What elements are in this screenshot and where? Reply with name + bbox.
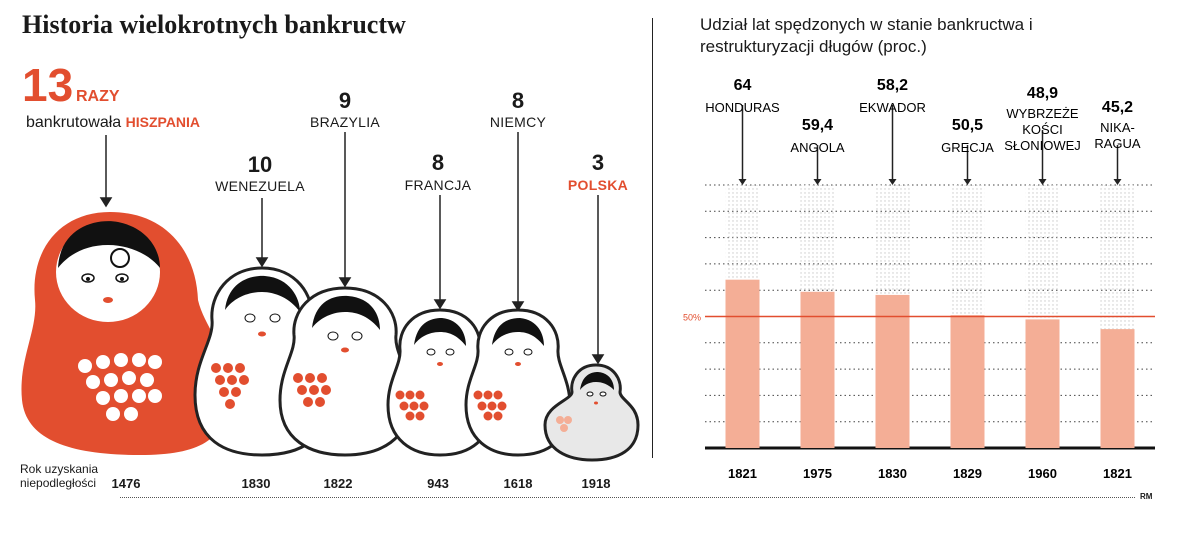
bar-pointer-head — [813, 179, 822, 185]
year-label: 1830 — [878, 466, 907, 481]
bar — [1025, 319, 1060, 448]
category-label: ANGOLA — [790, 140, 845, 155]
bar-pointer-head — [888, 179, 897, 185]
category-label: GRECJA — [941, 140, 994, 155]
reference-label: 50% — [683, 313, 701, 323]
doll-poland — [543, 363, 640, 462]
credit: RM — [1140, 492, 1153, 501]
bar-pointer-head — [963, 179, 972, 185]
doll-spain — [21, 212, 229, 455]
bottom-rule — [120, 497, 1135, 498]
year-label: 1975 — [803, 466, 832, 481]
bar — [950, 315, 985, 448]
year-label: 1829 — [953, 466, 982, 481]
bar — [1100, 329, 1135, 448]
bar — [875, 294, 910, 448]
doll-count: 3 — [591, 150, 605, 175]
panel-divider — [652, 18, 653, 458]
bar — [725, 279, 760, 448]
hero-country: HISZPANIA — [125, 114, 201, 130]
year-label: 1830 — [241, 476, 271, 491]
category-label: EKWADOR — [859, 100, 926, 115]
bar-chart: 1821 1975 1830 1829 1960 1821 64 HONDURAS 59,4 AN… — [683, 77, 1155, 481]
doll-count: 8 — [511, 88, 525, 113]
bar-pointer-head — [738, 179, 747, 185]
right-chart-title: Udział lat spędzonych w stanie bankructw… — [700, 15, 1033, 56]
bar — [800, 291, 835, 448]
doll-germany — [464, 308, 572, 457]
hero-count: 13 — [22, 59, 74, 111]
category-label: WYBRZEŻE — [1006, 106, 1079, 121]
year-label: 1821 — [1103, 466, 1132, 481]
year-label: 1821 — [728, 466, 757, 481]
category-label: NIKA- — [1100, 120, 1135, 135]
doll-name: POLSKA — [567, 177, 629, 193]
left-chart-title: Historia wielokrotnych bankructw — [22, 10, 406, 39]
hero-caption: bankrutowała HISZPANIA — [26, 114, 200, 132]
doll-brazil — [278, 286, 412, 457]
doll-name: FRANCJA — [404, 177, 472, 193]
doll-name: WENEZUELA — [215, 178, 305, 194]
hero-unit: RAZY — [76, 88, 120, 105]
year-label: 1918 — [581, 476, 611, 491]
hero-text: bankrutowała — [26, 114, 122, 131]
category-label: HONDURAS — [705, 100, 780, 115]
doll-count: 8 — [431, 150, 445, 175]
year-label: 1960 — [1028, 466, 1057, 481]
category-label: SŁONIOWEJ — [1004, 138, 1081, 153]
doll-label-1: 10 — [230, 152, 290, 178]
years-axis-label: Rok uzyskania niepodległości — [20, 462, 99, 490]
value-label: 64 — [734, 77, 752, 94]
year-label: 1618 — [503, 476, 533, 491]
value-label: 50,5 — [952, 117, 983, 134]
value-label: 59,4 — [802, 117, 833, 134]
category-label: RAGUA — [1094, 136, 1141, 151]
value-label: 58,2 — [877, 77, 908, 94]
doll-name: NIEMCY — [489, 114, 547, 130]
chart-labels: 1821 1975 1830 1829 1960 1821 64 HONDURAS 59,4 AN… — [683, 77, 1155, 481]
bar-pointer-head — [1113, 179, 1122, 185]
year-label: 1476 — [111, 476, 141, 491]
doll-count: 10 — [247, 152, 273, 177]
year-label: 943 — [427, 476, 449, 491]
bar-pointer-head — [1038, 179, 1047, 185]
doll-name: BRAZYLIA — [309, 114, 381, 130]
matryoshka-illustration — [21, 132, 640, 462]
year-label: 1822 — [323, 476, 353, 491]
chart-grid — [705, 184, 1155, 450]
doll-count: 9 — [338, 88, 352, 113]
value-label: 45,2 — [1102, 99, 1133, 116]
value-label: 48,9 — [1027, 85, 1058, 102]
category-label: KOŚCI — [1022, 122, 1062, 137]
